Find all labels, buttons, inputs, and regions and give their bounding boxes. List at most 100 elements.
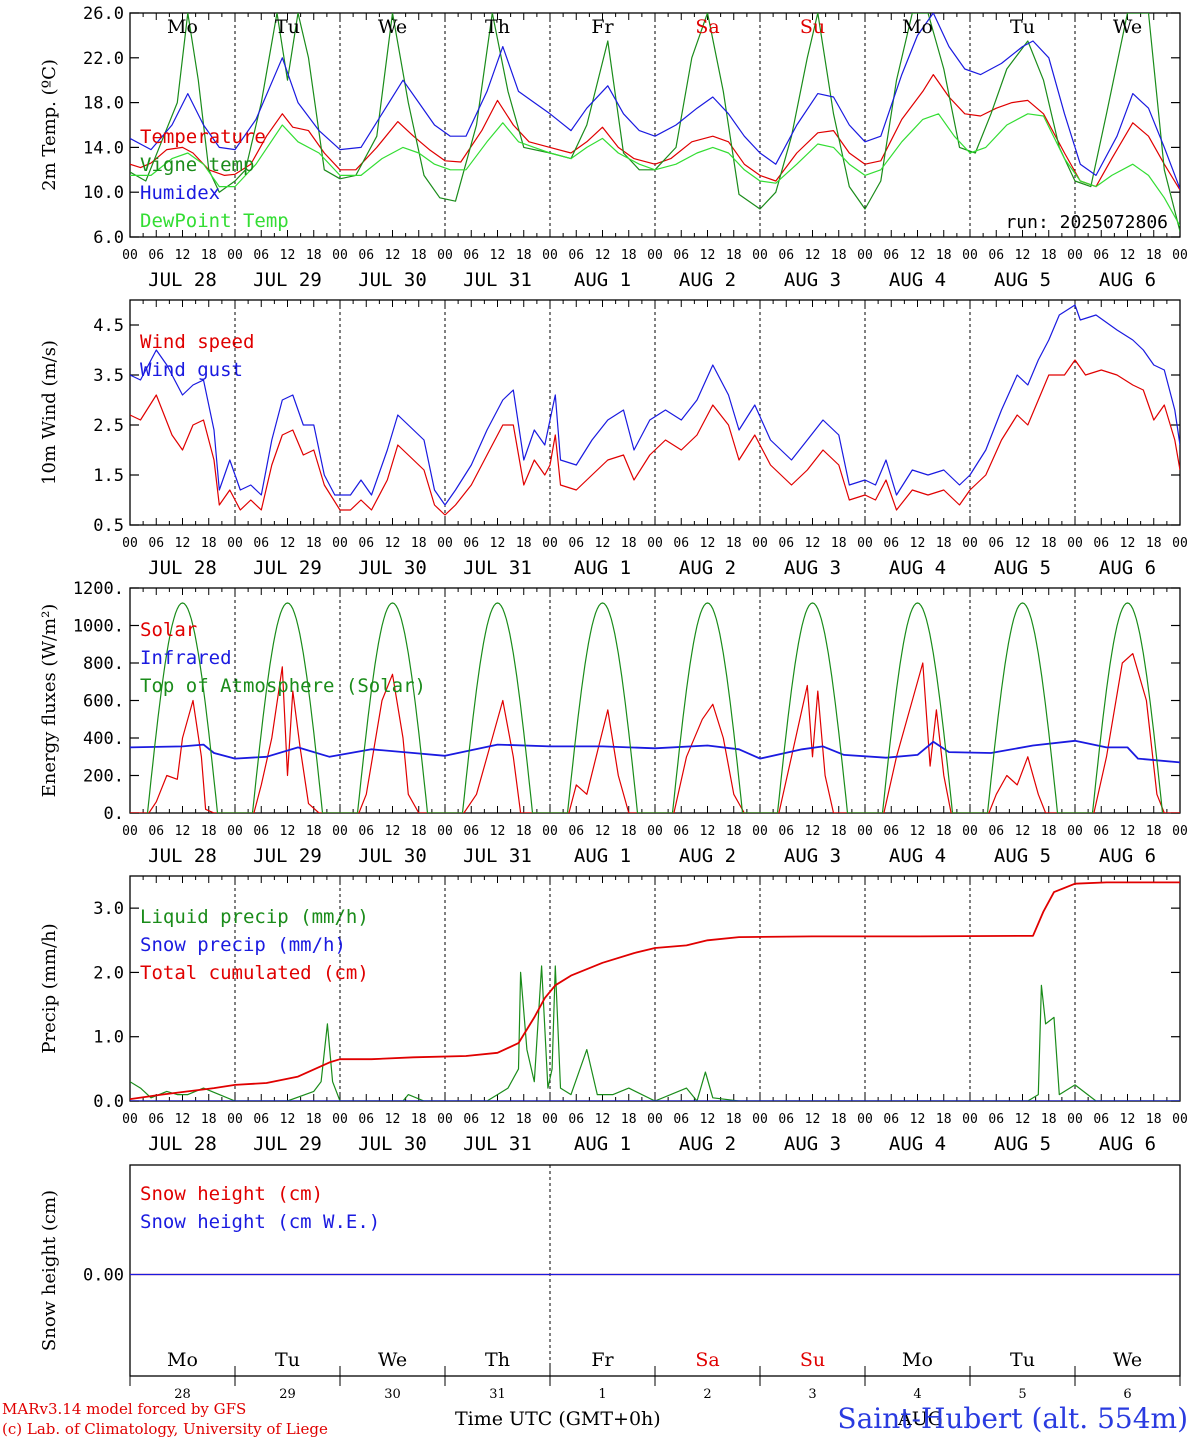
date-label: JUL 29 xyxy=(253,1133,322,1155)
hour-label: 06 xyxy=(463,1112,479,1127)
hour-label: 00 xyxy=(962,536,978,551)
series-line xyxy=(130,113,1180,227)
hour-label: 06 xyxy=(463,248,479,263)
date-label: AUG 4 xyxy=(889,557,946,579)
date-label: AUG 1 xyxy=(574,557,631,579)
hour-label: 06 xyxy=(988,824,1004,839)
hour-label: 06 xyxy=(673,536,689,551)
hour-label: 12 xyxy=(805,824,821,839)
run-label: run: 2025072806 xyxy=(1005,212,1168,233)
hour-label: 12 xyxy=(910,1112,926,1127)
hour-label: 18 xyxy=(201,536,217,551)
hour-label: 06 xyxy=(778,536,794,551)
y-tick-label: 26.0 xyxy=(83,4,124,24)
hour-label: 00 xyxy=(647,824,663,839)
hour-label: 00 xyxy=(857,1112,873,1127)
hour-label: 12 xyxy=(700,536,716,551)
date-label: AUG 4 xyxy=(889,845,946,867)
hour-label: 06 xyxy=(253,536,269,551)
hour-label: 18 xyxy=(726,248,742,263)
y-tick-label: 2.0 xyxy=(93,963,124,983)
hour-label: 12 xyxy=(595,536,611,551)
hour-label: 06 xyxy=(358,248,374,263)
hour-label: 06 xyxy=(1093,536,1109,551)
date-label: AUG 5 xyxy=(994,557,1051,579)
hour-label: 00 xyxy=(122,824,138,839)
day-number: 2 xyxy=(703,1387,711,1402)
y-tick-label: 10.0 xyxy=(83,183,124,203)
hour-label: 18 xyxy=(831,1112,847,1127)
y-tick-label: 1200. xyxy=(73,579,124,599)
y-tick-label: 22.0 xyxy=(83,49,124,69)
hour-label: 18 xyxy=(1146,536,1162,551)
y-axis-title: Snow height (cm) xyxy=(39,1190,60,1351)
hour-label: 12 xyxy=(1015,1112,1031,1127)
y-tick-label: 0.00 xyxy=(83,1266,124,1286)
series-line xyxy=(130,965,1180,1101)
hour-label: 00 xyxy=(1067,824,1083,839)
hour-label: 00 xyxy=(227,824,243,839)
hour-label: 12 xyxy=(1120,1112,1136,1127)
hour-label: 00 xyxy=(857,824,873,839)
legend-entry: Top of Atmosphere (Solar) xyxy=(140,675,426,697)
y-tick-label: 600. xyxy=(83,692,124,712)
legend-entry: Humidex xyxy=(140,182,220,204)
date-label: JUL 28 xyxy=(148,269,217,291)
hour-label: 00 xyxy=(437,1112,453,1127)
legend-entry: Snow height (cm W.E.) xyxy=(140,1211,380,1233)
hour-label: 12 xyxy=(490,536,506,551)
hour-label: 12 xyxy=(595,824,611,839)
weekday-label: Tu xyxy=(275,16,300,38)
legend-entry: Snow precip (mm/h) xyxy=(140,934,346,956)
hour-label: 00 xyxy=(332,1112,348,1127)
weekday-label: Fr xyxy=(591,1349,614,1371)
hour-label: 18 xyxy=(201,248,217,263)
hour-label: 12 xyxy=(805,1112,821,1127)
date-label: AUG 3 xyxy=(784,1133,841,1155)
hour-label: 18 xyxy=(936,536,952,551)
date-label: AUG 6 xyxy=(1099,269,1156,291)
station-name: Saint-Hubert (alt. 554m) xyxy=(837,1402,1188,1435)
y-tick-label: 0.0 xyxy=(93,1092,124,1112)
hour-label: 06 xyxy=(253,1112,269,1127)
hour-label: 12 xyxy=(1120,824,1136,839)
hour-label: 12 xyxy=(490,1112,506,1127)
date-label: JUL 31 xyxy=(463,845,532,867)
date-label: AUG 5 xyxy=(994,269,1051,291)
hour-label: 00 xyxy=(542,248,558,263)
hour-label: 12 xyxy=(595,1112,611,1127)
legend-entry: Temperature xyxy=(140,126,266,148)
hour-label: 00 xyxy=(962,1112,978,1127)
day-number: 4 xyxy=(913,1387,921,1402)
hour-label: 12 xyxy=(175,1112,191,1127)
date-label: AUG 3 xyxy=(784,845,841,867)
hour-label: 00 xyxy=(1067,248,1083,263)
hour-label: 06 xyxy=(148,536,164,551)
y-tick-label: 18.0 xyxy=(83,94,124,114)
series-line xyxy=(130,73,1180,191)
date-label: JUL 29 xyxy=(253,557,322,579)
hour-label: 06 xyxy=(253,248,269,263)
hour-label: 18 xyxy=(831,248,847,263)
hour-label: 18 xyxy=(1041,248,1057,263)
hour-label: 18 xyxy=(726,536,742,551)
weekday-label: We xyxy=(378,1349,407,1371)
hour-label: 00 xyxy=(542,1112,558,1127)
date-label: AUG 3 xyxy=(784,557,841,579)
hour-label: 06 xyxy=(778,248,794,263)
legend-entry: Wind speed xyxy=(140,331,254,353)
weekday-label: Sa xyxy=(695,16,719,38)
hour-label: 00 xyxy=(437,248,453,263)
legend-entry: Total cumulated (cm) xyxy=(140,962,369,984)
panel-1 xyxy=(129,12,1181,238)
month-label: AUG xyxy=(898,1408,943,1430)
hour-label: 00 xyxy=(437,536,453,551)
date-label: AUG 1 xyxy=(574,845,631,867)
date-label: AUG 5 xyxy=(994,845,1051,867)
hour-label: 06 xyxy=(988,536,1004,551)
day-number: 29 xyxy=(279,1387,296,1402)
date-label: AUG 2 xyxy=(679,1133,736,1155)
hour-label: 00 xyxy=(1172,248,1188,263)
plot-frame xyxy=(129,587,1181,814)
